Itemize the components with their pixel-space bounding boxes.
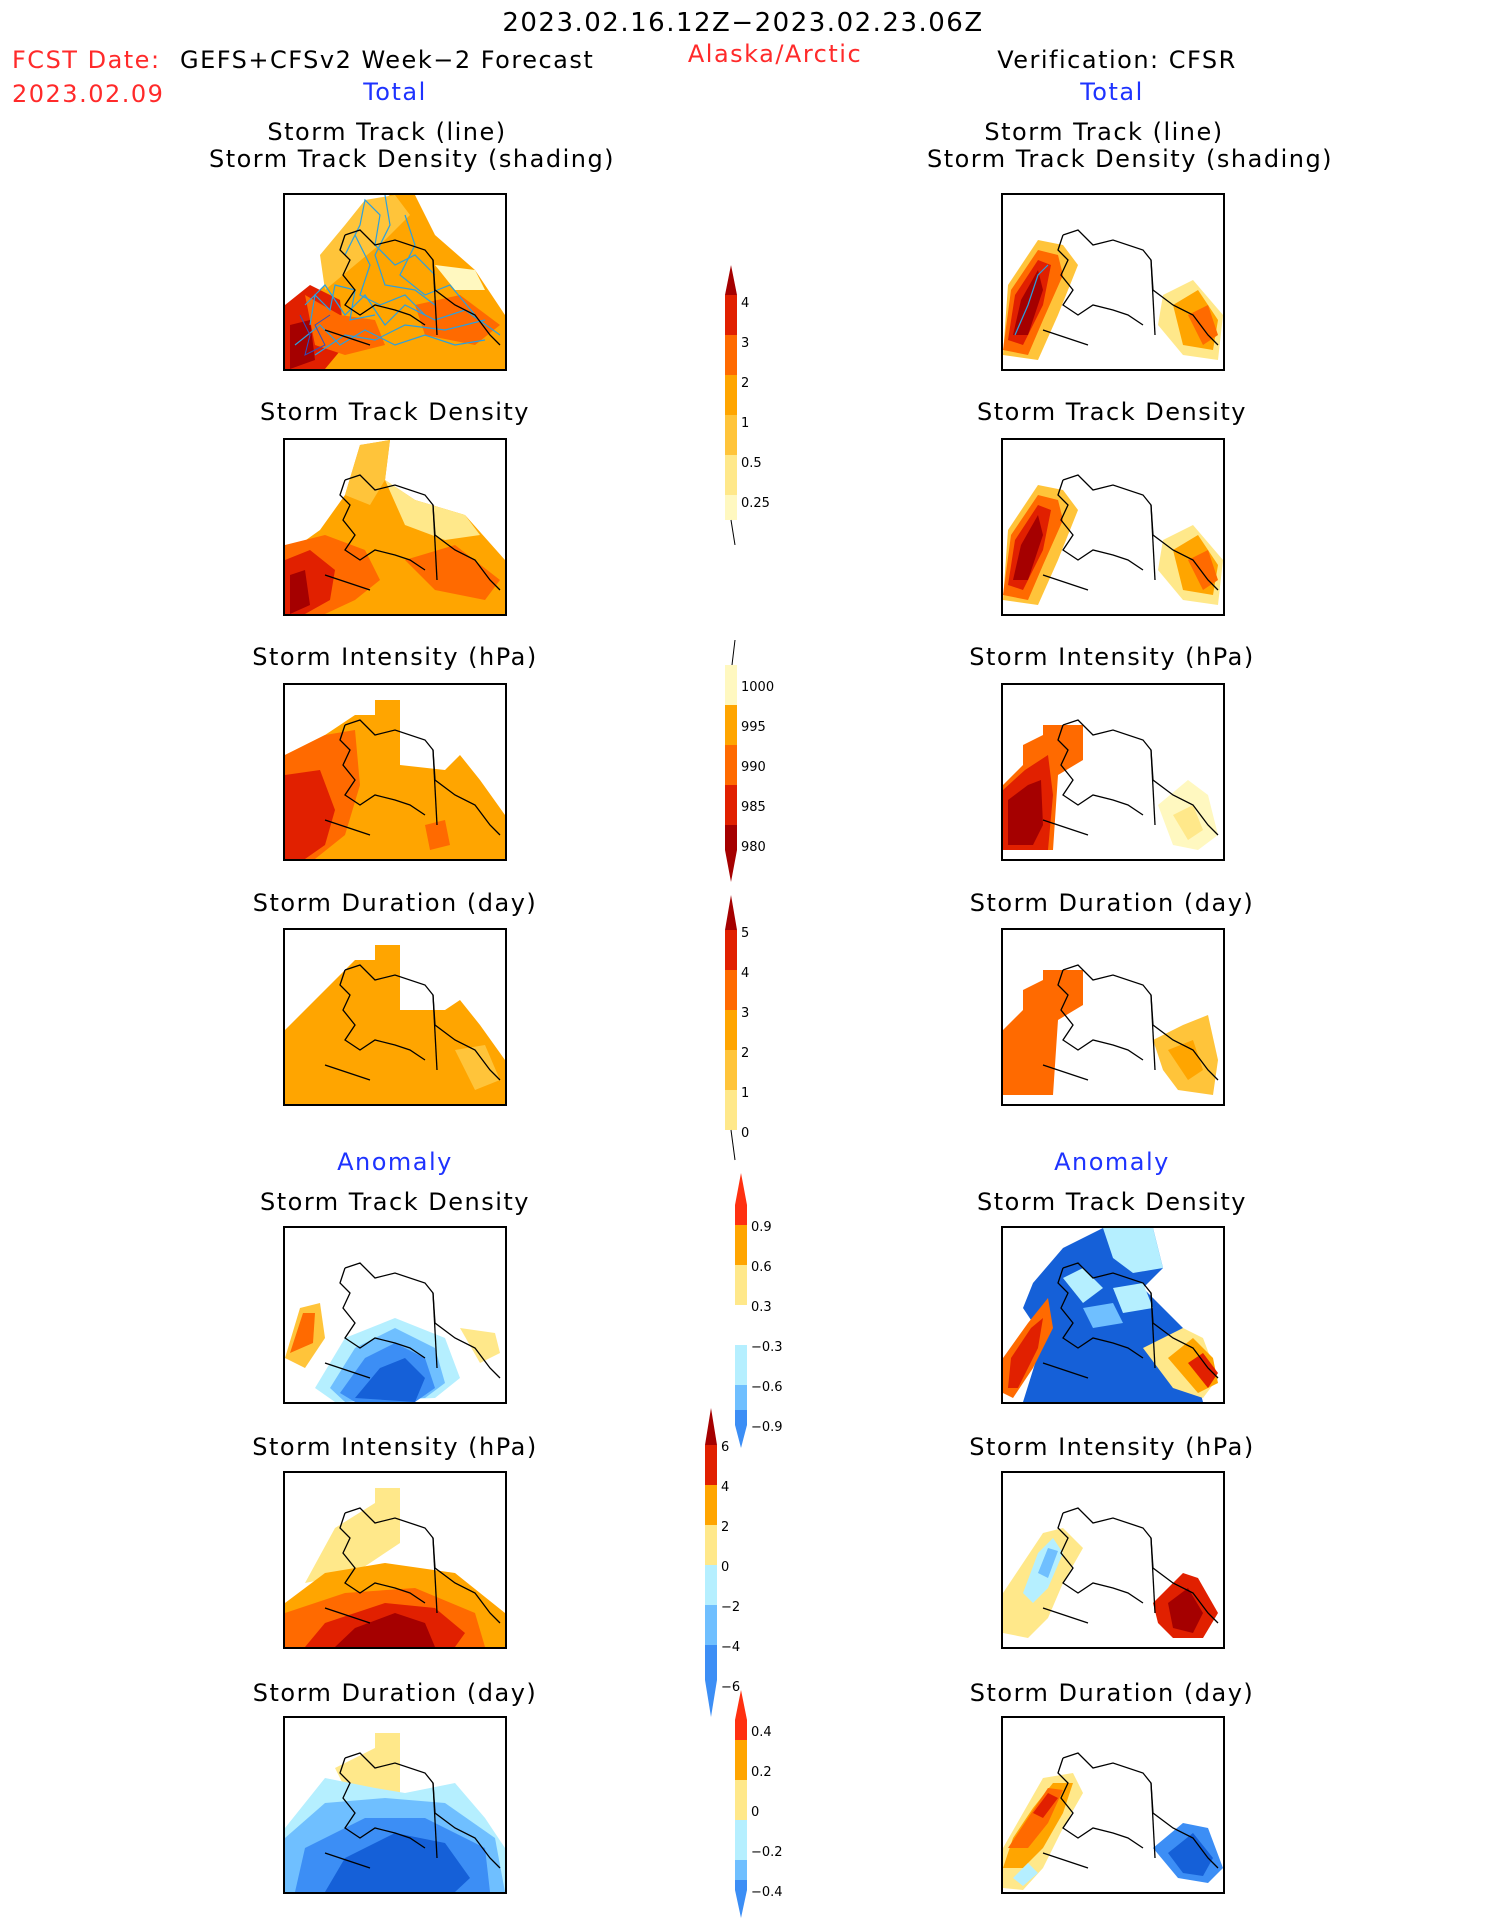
cb5-label-2: 2	[721, 1520, 729, 1535]
cb4-label-0: 0.9	[751, 1220, 772, 1235]
left-panel7-title: Storm Duration (day)	[252, 1679, 538, 1707]
right-panel4-title: Storm Duration (day)	[969, 889, 1255, 917]
cb5-label-0: 6	[721, 1440, 729, 1455]
cb2-label-0: 1000	[741, 680, 774, 695]
right-panel5-title: Storm Track Density	[977, 1188, 1247, 1216]
cb5-label-4: −2	[721, 1600, 740, 1615]
cb6-label-4: −0.4	[751, 1885, 783, 1900]
cb1-label-2: 2	[741, 376, 749, 391]
cb4-label-1: 0.6	[751, 1260, 772, 1275]
colorbar-track-density-anomaly: 0.9 0.6 0.3 −0.3 −0.6 −0.9	[735, 1173, 783, 1448]
forecast-model-label: GEFS+CFSv2 Week−2 Forecast	[180, 46, 595, 74]
cb1-label-1: 3	[741, 336, 749, 351]
cb6-label-1: 0.2	[751, 1765, 772, 1780]
left-panel4-title: Storm Duration (day)	[252, 889, 538, 917]
cb4-label-2: 0.3	[751, 1300, 772, 1315]
left-anomaly-section-title: Anomaly	[337, 1148, 453, 1176]
right-intensity-map	[1001, 683, 1225, 861]
cb4-label-4: −0.6	[751, 1380, 783, 1395]
right-panel3-title: Storm Intensity (hPa)	[969, 643, 1255, 671]
right-anomaly-section-title: Anomaly	[1054, 1148, 1170, 1176]
colorbar-duration-total: 5 4 3 2 1 0	[725, 895, 749, 1161]
cb6-label-2: 0	[751, 1805, 759, 1820]
cb2-label-1: 995	[741, 720, 766, 735]
right-panel7-title: Storm Duration (day)	[969, 1679, 1255, 1707]
right-duration-anomaly-map	[1001, 1716, 1225, 1894]
cb3-label-4: 1	[741, 1086, 749, 1101]
left-duration-map	[283, 928, 507, 1106]
left-panel1-title-line1: Storm Track (line)	[267, 118, 507, 146]
cb6-label-3: −0.2	[751, 1845, 783, 1860]
left-total-section-title: Total	[363, 78, 427, 106]
left-panel1-title-line2: Storm Track Density (shading)	[208, 145, 616, 173]
right-storm-track-map	[1001, 193, 1225, 371]
right-track-density-anomaly-map	[1001, 1226, 1225, 1404]
cb3-label-3: 2	[741, 1046, 749, 1061]
cb5-label-5: −4	[721, 1640, 740, 1655]
cb5-label-3: 0	[721, 1560, 729, 1575]
right-intensity-anomaly-map	[1001, 1471, 1225, 1649]
verification-label: Verification: CFSR	[997, 46, 1237, 74]
cb6-label-0: 0.4	[751, 1725, 772, 1740]
cb2-label-4: 980	[741, 840, 766, 855]
cb5-label-6: −6	[721, 1680, 740, 1695]
forecast-period-title: 2023.02.16.12Z−2023.02.23.06Z	[502, 8, 984, 38]
cb1-label-3: 1	[741, 416, 749, 431]
colorbar-duration-anomaly: 0.4 0.2 0 −0.2 −0.4	[735, 1690, 783, 1918]
colorbar-intensity-anomaly: 6 4 2 0 −2 −4 −6	[705, 1408, 740, 1717]
cb1-label-5: 0.25	[741, 496, 770, 511]
left-track-density-anomaly-map	[283, 1226, 507, 1404]
left-track-density-map	[283, 438, 507, 616]
left-panel3-title: Storm Intensity (hPa)	[252, 643, 538, 671]
region-label: Alaska/Arctic	[687, 40, 863, 68]
cb3-label-0: 5	[741, 926, 749, 941]
left-panel6-title: Storm Intensity (hPa)	[252, 1433, 538, 1461]
colorbar-intensity-total: 1000 995 990 985 980	[725, 640, 774, 882]
right-panel2-title: Storm Track Density	[977, 398, 1247, 426]
right-track-density-map	[1001, 438, 1225, 616]
cb4-label-3: −0.3	[751, 1340, 783, 1355]
right-total-section-title: Total	[1080, 78, 1144, 106]
left-storm-track-map	[283, 193, 507, 371]
right-panel1-title-line2: Storm Track Density (shading)	[926, 145, 1334, 173]
cb3-label-2: 3	[741, 1006, 749, 1021]
right-panel1-title-line1: Storm Track (line)	[984, 118, 1224, 146]
cb5-label-1: 4	[721, 1480, 729, 1495]
left-duration-anomaly-map	[283, 1716, 507, 1894]
right-duration-map	[1001, 928, 1225, 1106]
right-panel6-title: Storm Intensity (hPa)	[969, 1433, 1255, 1461]
cb3-label-1: 4	[741, 966, 749, 981]
forecast-date-value: 2023.02.09	[12, 80, 165, 108]
left-intensity-map	[283, 683, 507, 861]
colorbar-track-density-total: 4 3 2 1 0.5 0.25	[725, 265, 770, 545]
cb1-label-4: 0.5	[741, 456, 762, 471]
cb3-label-5: 0	[741, 1126, 749, 1141]
left-intensity-anomaly-map	[283, 1471, 507, 1649]
cb4-label-5: −0.9	[751, 1420, 783, 1435]
fcst-date-label: FCST Date:	[12, 46, 161, 74]
left-panel5-title: Storm Track Density	[260, 1188, 530, 1216]
cb2-label-3: 985	[741, 800, 766, 815]
cb1-label-0: 4	[741, 296, 749, 311]
left-panel2-title: Storm Track Density	[260, 398, 530, 426]
cb2-label-2: 990	[741, 760, 766, 775]
